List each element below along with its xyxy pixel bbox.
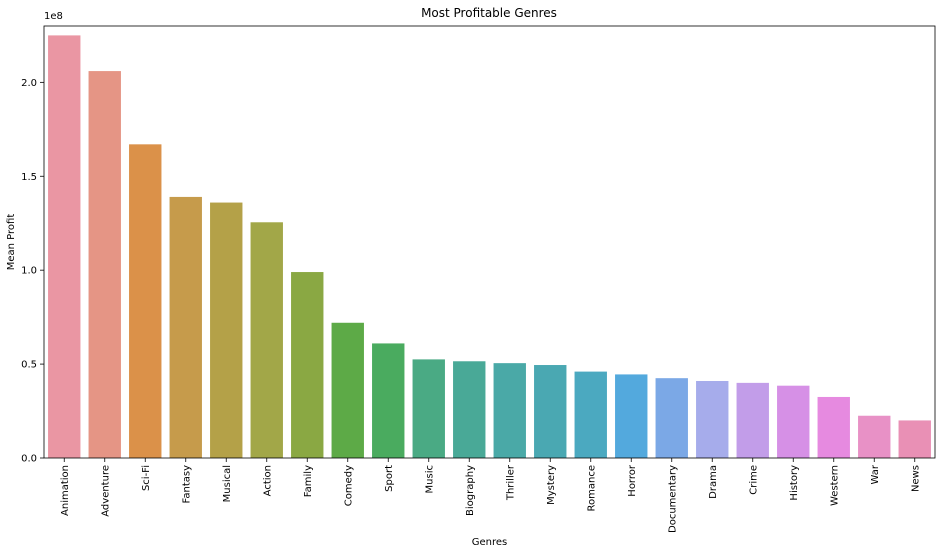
chart-title: Most Profitable Genres — [421, 6, 557, 20]
x-tick-label: Comedy — [343, 465, 354, 506]
x-tick-label: War — [870, 464, 881, 484]
x-tick-label: Sport — [384, 465, 395, 492]
y-axis: 0.0 0.5 1.0 1.5 2.0 — [21, 78, 44, 465]
x-tick-label: Animation — [60, 465, 71, 516]
x-tick-label: History — [789, 465, 800, 501]
y-offset-label: 1e8 — [44, 11, 63, 22]
x-tick-label: Adventure — [100, 465, 111, 517]
x-tick-label: Documentary — [667, 465, 678, 533]
y-tick-label: 0.5 — [21, 360, 37, 371]
bar-romance — [574, 371, 607, 458]
bar-crime — [736, 382, 769, 458]
bar-action — [250, 222, 283, 458]
bar-mystery — [534, 365, 567, 458]
bar-adventure — [88, 71, 121, 459]
bar-sci-fi — [129, 144, 162, 458]
bar-animation — [48, 35, 81, 459]
x-axis-label: Genres — [472, 537, 508, 548]
bar-history — [777, 385, 810, 458]
x-tick-label: Action — [262, 465, 273, 496]
x-axis: Animation Adventure Sci-Fi Fantasy Musical Ac… — [60, 458, 921, 533]
bars-group — [48, 35, 931, 459]
bar-sport — [372, 343, 405, 458]
x-tick-label: Family — [303, 465, 314, 497]
x-tick-label: Western — [829, 465, 840, 506]
bar-musical — [210, 202, 243, 458]
bar-documentary — [655, 378, 688, 458]
bar-horror — [615, 374, 648, 458]
x-tick-label: Drama — [708, 465, 719, 499]
bar-war — [858, 415, 891, 458]
bar-thriller — [493, 363, 526, 458]
x-tick-label: Romance — [586, 465, 597, 511]
y-axis-label: Mean Profit — [6, 214, 17, 271]
x-tick-label: News — [910, 465, 921, 492]
bar-drama — [696, 380, 729, 458]
bar-music — [412, 359, 445, 458]
y-tick-label: 0.0 — [21, 454, 37, 465]
x-tick-label: Sci-Fi — [141, 465, 152, 491]
bar-news — [898, 420, 931, 458]
x-tick-label: Musical — [222, 465, 233, 502]
x-tick-label: Music — [424, 465, 435, 493]
x-tick-label: Horror — [627, 464, 638, 497]
x-tick-label: Crime — [748, 465, 759, 495]
y-tick-label: 1.5 — [21, 172, 37, 183]
x-tick-label: Biography — [465, 465, 476, 516]
x-tick-label: Fantasy — [181, 465, 192, 504]
bar-comedy — [331, 322, 364, 458]
bar-biography — [453, 361, 486, 458]
x-tick-label: Mystery — [546, 465, 557, 505]
bar-western — [817, 396, 850, 458]
y-tick-label: 1.0 — [21, 266, 37, 277]
bar-fantasy — [169, 196, 202, 458]
y-tick-label: 2.0 — [21, 78, 37, 89]
plot-frame — [43, 25, 936, 459]
bar-family — [291, 272, 324, 458]
x-tick-label: Thriller — [505, 464, 516, 501]
